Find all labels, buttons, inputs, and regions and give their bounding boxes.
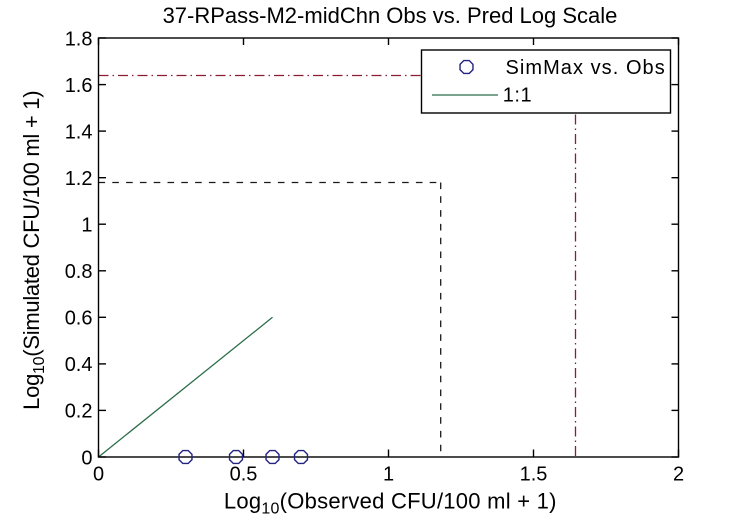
- svg-text:1: 1: [383, 464, 394, 486]
- svg-text:1.8: 1.8: [65, 28, 93, 50]
- svg-text:0.4: 0.4: [65, 354, 93, 376]
- svg-text:1:1: 1:1: [503, 85, 532, 107]
- svg-text:1.5: 1.5: [520, 464, 548, 486]
- svg-text:37-RPass-M2-midChn Obs vs. Pre: 37-RPass-M2-midChn Obs vs. Pred Log Scal…: [163, 3, 618, 28]
- svg-text:2: 2: [673, 464, 684, 486]
- svg-text:0.2: 0.2: [65, 401, 93, 423]
- svg-text:1.2: 1.2: [65, 168, 93, 190]
- svg-text:0.6: 0.6: [65, 308, 93, 330]
- svg-text:0: 0: [93, 464, 104, 486]
- svg-text:0.8: 0.8: [65, 261, 93, 283]
- svg-text:SimMax vs. Obs: SimMax vs. Obs: [506, 57, 666, 79]
- svg-text:Log10(Observed CFU/100 ml + 1): Log10(Observed CFU/100 ml + 1): [224, 488, 557, 517]
- svg-text:0.5: 0.5: [230, 464, 258, 486]
- svg-text:1.4: 1.4: [65, 121, 93, 143]
- svg-text:Log10(Simulated CFU/100 ml + 1: Log10(Simulated CFU/100 ml + 1): [19, 91, 48, 410]
- svg-text:0: 0: [81, 447, 92, 469]
- svg-text:1: 1: [81, 215, 92, 237]
- svg-text:1.6: 1.6: [65, 75, 93, 97]
